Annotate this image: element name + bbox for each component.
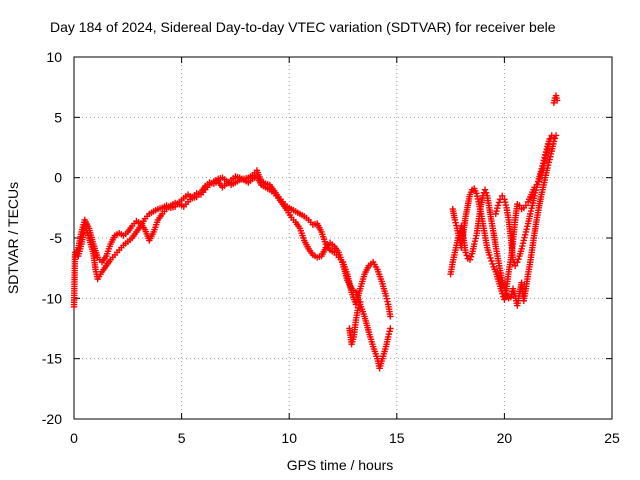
x-tick-label: 0 [70,430,78,446]
data-point-fill [489,260,496,268]
y-tick-label: -10 [42,290,62,306]
data-point [387,313,394,320]
data-point [509,256,517,263]
y-tick-label: 10 [46,49,62,65]
data-point [462,249,469,256]
data-points [70,92,561,372]
x-tick-label: 25 [604,430,620,446]
data-point-fill [551,135,559,142]
data-point [466,256,474,263]
data-point [494,202,502,209]
data-point [354,304,362,312]
data-point [516,202,523,209]
data-point [553,97,561,104]
axis-ticks [73,56,613,420]
y-axis-label: SDTVAR / TECUs [5,182,21,294]
x-tick-labels: 0 5 10 15 20 25 [70,430,620,446]
data-point-fill [482,189,490,196]
y-tick-label: 5 [54,109,62,125]
y-tick-label: -15 [42,351,62,367]
data-point-fill [502,287,509,294]
x-tick-label: 20 [497,430,513,446]
x-tick-label: 15 [389,430,405,446]
data-point [481,186,489,193]
data-point-fill [463,252,470,259]
data-point [387,325,394,332]
data-point [488,257,495,265]
x-axis-label: GPS time / hours [287,457,394,473]
data-point [514,258,521,266]
x-tick-label: 10 [281,430,297,446]
data-point [499,192,506,199]
y-tick-label: -20 [42,411,62,427]
y-tick-label: -5 [50,230,63,246]
data-point [522,202,530,209]
y-tick-label: 0 [54,170,62,186]
data-point-fill [495,199,503,206]
x-tick-label: 5 [178,430,186,446]
data-point-fill [487,254,494,262]
data-point [501,284,508,291]
data-point [357,298,364,306]
data-point [552,132,560,139]
data-point [486,251,493,259]
y-tick-labels: -20 -15 -10 -5 0 5 10 [42,49,62,427]
chart-title: Day 184 of 2024, Sidereal Day-to-day VTE… [50,19,556,35]
data-point [511,262,519,269]
data-point-fill [467,253,475,260]
data-point-fill [515,255,522,263]
data-point [546,135,553,143]
data-point-fill [355,301,363,309]
